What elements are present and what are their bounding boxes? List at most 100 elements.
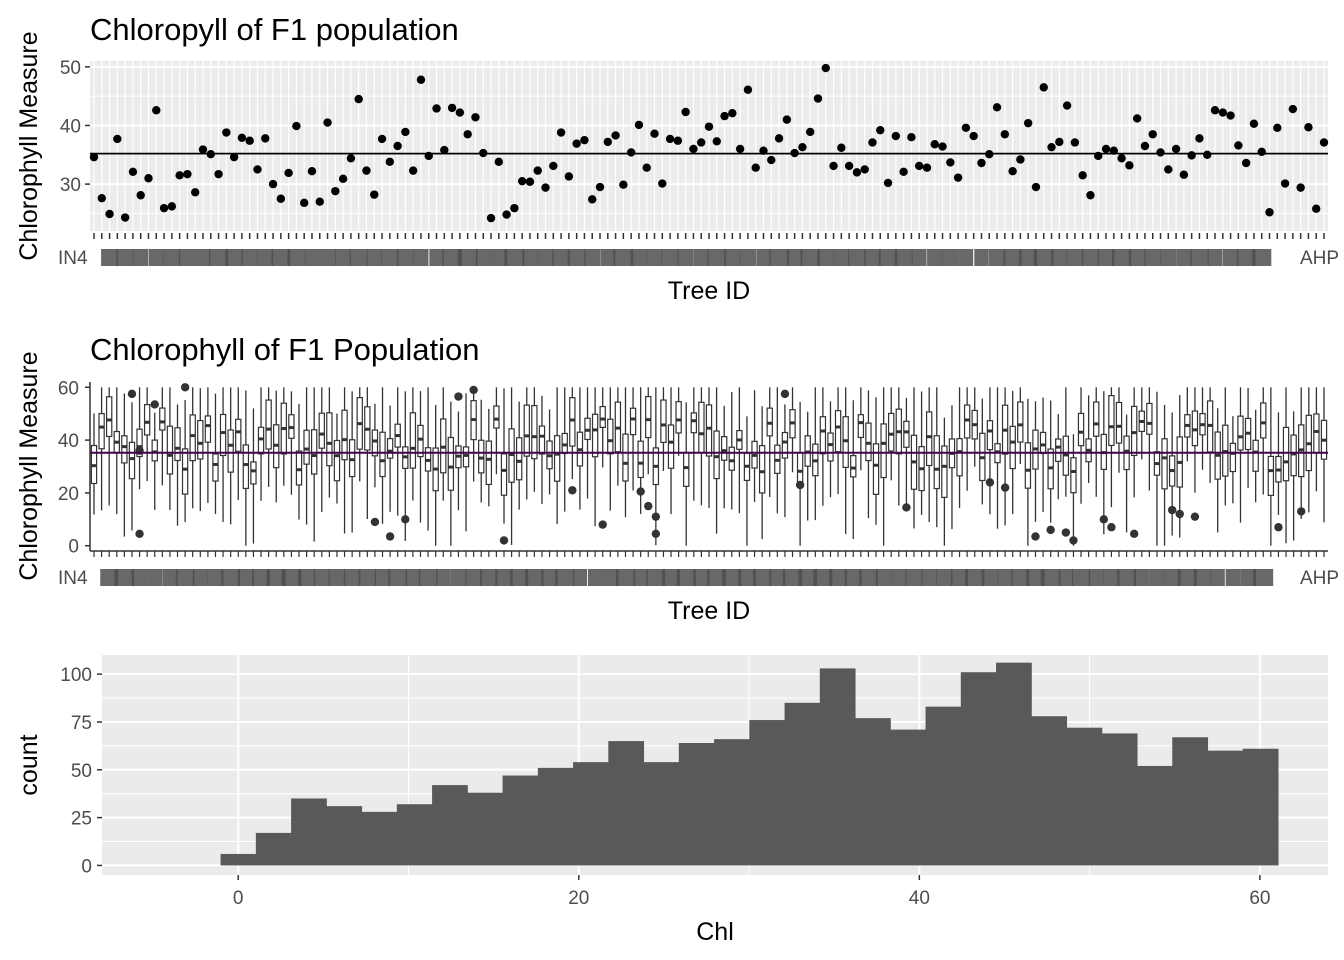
chart2-x-tick-label-overlap	[1225, 569, 1241, 586]
chart2-x-tick-label-overlap	[1163, 569, 1181, 586]
boxplot-chart: Chlorophyll of F1 Population 0 20 40 60 IN4…	[15, 332, 1339, 625]
chart1-x-tick-label-overlap	[116, 249, 134, 266]
chart2-box	[98, 412, 105, 450]
chart1-x-tick-label-overlap	[287, 249, 306, 266]
chart2-box	[204, 415, 212, 443]
chart2-box	[705, 404, 713, 457]
chart1-x-tick-label-overlap	[490, 249, 508, 266]
chart3-histogram-bar	[396, 804, 433, 866]
chart1-x-tick-label-overlap	[148, 249, 165, 266]
chart1-data-point	[1140, 141, 1150, 151]
chart2-box	[569, 397, 576, 447]
chart2-box	[166, 425, 174, 475]
chart2-outlier-point	[568, 486, 577, 495]
chart2-x-tick-label-overlap	[465, 569, 482, 586]
histogram-chart: 0 25 50 75 100 0 20 40 60 Chl count	[15, 655, 1328, 946]
chart1-data-point	[1234, 141, 1243, 150]
chart1-data-point	[1125, 161, 1134, 170]
chart1-x-tick-label-overlap	[442, 249, 462, 266]
chart2-box	[143, 404, 151, 436]
chart1-x-tick-label-overlap	[1051, 249, 1068, 266]
chart2-x-tick-label-overlap	[662, 569, 680, 586]
chart1-data-point	[362, 166, 371, 175]
chart1-data-point	[128, 167, 138, 176]
chart3-histogram-bar	[890, 729, 927, 866]
chart3-histogram-bar	[1031, 716, 1068, 866]
chart1-x-tick-label-overlap	[1207, 249, 1223, 266]
chart2-y-tick-label: 40	[58, 431, 79, 452]
chart2-box	[136, 428, 143, 458]
chart1-data-point	[198, 145, 208, 154]
chart2-outlier-point	[1175, 509, 1184, 519]
chart3-histogram-bar	[784, 702, 821, 866]
chart2-x-tick-label-overlap	[997, 569, 1013, 586]
chart2-box	[485, 440, 493, 486]
chart1-data-point	[829, 161, 838, 171]
chart2-box	[1093, 401, 1100, 437]
chart1-data-point	[549, 161, 558, 171]
chart1-x-tick-label-overlap	[1128, 249, 1146, 266]
chart1-data-point	[1265, 208, 1274, 217]
chart1-data-point	[697, 138, 706, 147]
chart1-x-tick-label-overlap	[677, 249, 694, 266]
chart2-x-tick-label-overlap	[615, 569, 636, 586]
chart3-histogram-bar	[855, 718, 891, 866]
chart2-x-tick-label-overlap	[936, 569, 953, 586]
chart2-x-tick-label-overlap	[405, 569, 421, 586]
chart1-x-tick-label-overlap	[537, 249, 554, 266]
chart2-box	[758, 445, 766, 494]
chart1-x-tick-label-overlap	[1236, 249, 1256, 266]
chart1-data-point	[634, 120, 644, 130]
chart2-x-tick-label-overlap	[495, 569, 513, 586]
chart1-x-tick-label-overlap	[1081, 249, 1099, 266]
chart1-data-point	[1055, 137, 1064, 147]
chart1-data-point	[416, 75, 426, 84]
chart2-x-tick-label-overlap	[1149, 569, 1165, 586]
chart1-data-point	[486, 213, 496, 223]
chart2-box	[1229, 442, 1237, 473]
chart1-data-point	[1241, 158, 1251, 168]
chart1-y-tick-label: 30	[60, 175, 81, 196]
chart1-data-point	[1117, 154, 1126, 163]
chart2-box	[326, 412, 333, 467]
chart2-box	[227, 429, 234, 473]
chart1-x-tick-label-overlap	[1112, 249, 1132, 266]
chart1-x-tick-label-overlap	[271, 249, 291, 266]
chart1-data-point	[338, 174, 348, 184]
chart2-x-tick-label-overlap	[1177, 569, 1197, 586]
chart2-x-tick-label-overlap	[175, 569, 195, 586]
chart2-outlier-point	[1099, 515, 1109, 524]
chart2-x-tick-label-overlap	[951, 569, 969, 586]
chart1-x-tick-label-overlap	[1144, 249, 1162, 266]
chart1-x-tick-label-overlap	[800, 249, 820, 266]
chart1-data-point	[556, 128, 566, 137]
chart2-box	[417, 424, 424, 458]
chart1-data-point	[97, 193, 106, 203]
chart1-data-point	[1304, 123, 1313, 132]
chart1-x-tick-label-overlap	[349, 249, 368, 266]
chart2-box	[956, 438, 963, 477]
chart2-box	[250, 461, 257, 485]
chart1-x-tick-label-overlap	[319, 249, 337, 266]
chart3-histogram-bar	[537, 767, 574, 866]
chart1-x-tick-label-overlap	[1176, 249, 1192, 266]
chart2-box	[834, 410, 842, 453]
chart2-box	[128, 441, 136, 480]
chart2-outlier-point	[150, 400, 159, 409]
chart2-box	[903, 420, 910, 448]
chart1-x-tick-label-overlap	[257, 249, 274, 266]
chart1-x-tick-label-overlap	[786, 249, 803, 266]
chart1-data-point	[354, 94, 363, 104]
chart3-histogram-bar	[749, 720, 786, 866]
chart1-data-point	[969, 131, 978, 141]
chart1-x-tick-label-overlap	[1190, 249, 1209, 266]
chart1-data-point	[914, 161, 924, 171]
chart1-data-point	[961, 123, 971, 133]
chart2-box	[235, 418, 242, 452]
chart3-histogram-bar	[1207, 750, 1244, 866]
chart1-x-tick-label-overlap	[769, 249, 789, 266]
chart2-outlier-point	[499, 536, 509, 545]
chart2-x-tick-label-overlap	[676, 569, 696, 586]
chart1-data-point	[1062, 101, 1072, 110]
